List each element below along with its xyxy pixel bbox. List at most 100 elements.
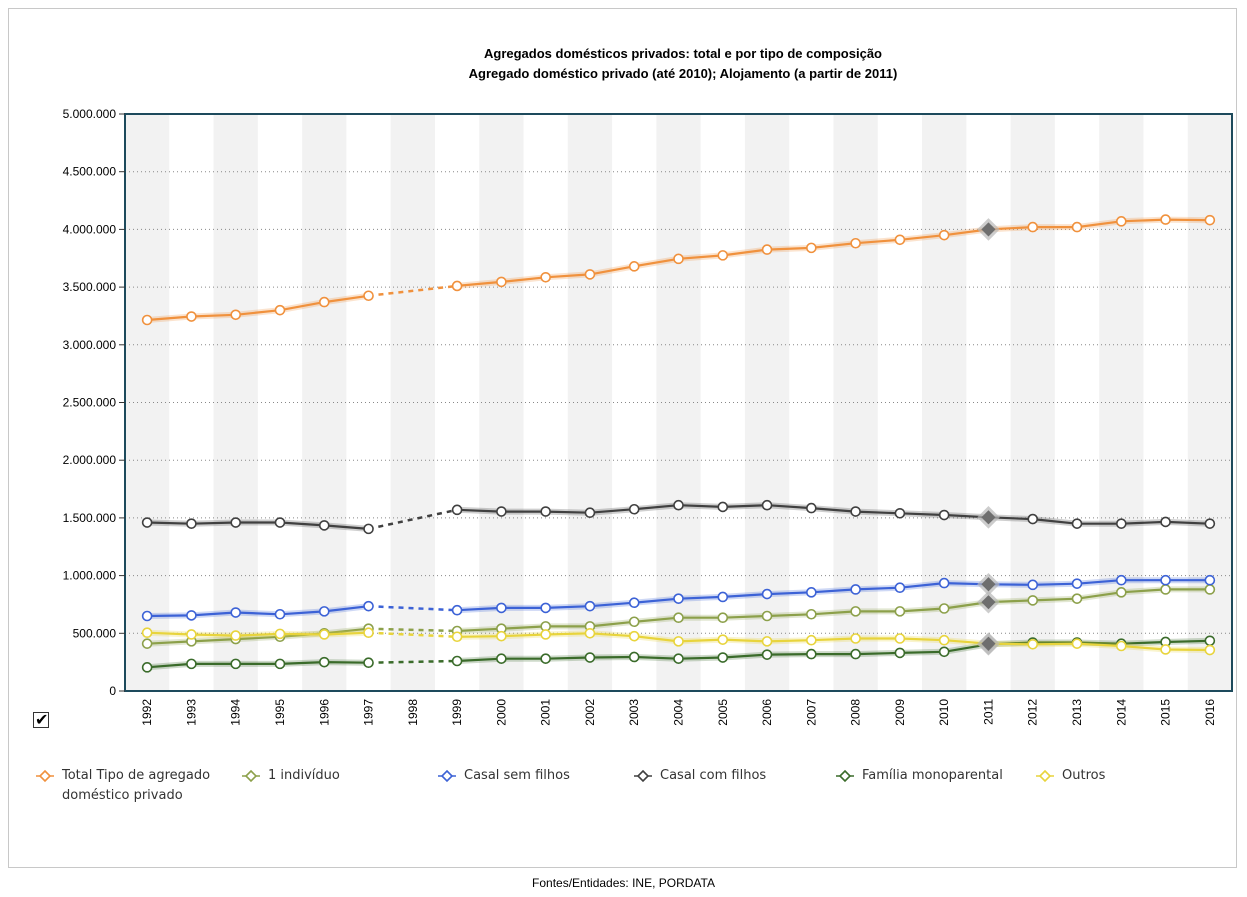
data-point[interactable]: [1116, 587, 1127, 598]
data-point[interactable]: [1160, 574, 1171, 586]
data-point[interactable]: [584, 652, 596, 663]
break-marker[interactable]: [981, 510, 996, 525]
data-point[interactable]: [496, 630, 507, 642]
data-point[interactable]: [1071, 221, 1083, 233]
data-point[interactable]: [806, 587, 817, 598]
data-point[interactable]: [1160, 584, 1171, 595]
legend-item[interactable]: Casal com filhos: [634, 766, 814, 786]
data-point[interactable]: [451, 631, 463, 643]
legend-item[interactable]: Total Tipo de agregado doméstico privado: [36, 766, 236, 806]
data-point[interactable]: [540, 271, 551, 283]
legend-item[interactable]: 1 indivíduo: [242, 766, 422, 786]
data-point[interactable]: [141, 517, 153, 528]
data-point[interactable]: [717, 652, 729, 663]
data-point[interactable]: [274, 608, 286, 620]
data-point[interactable]: [717, 634, 729, 645]
legend-item[interactable]: Família monoparental: [836, 766, 1006, 786]
data-point[interactable]: [1116, 518, 1127, 529]
data-point[interactable]: [938, 634, 950, 646]
data-point[interactable]: [894, 234, 906, 246]
data-point[interactable]: [1204, 584, 1216, 595]
data-point[interactable]: [186, 518, 197, 529]
data-point[interactable]: [938, 577, 950, 589]
data-point[interactable]: [230, 607, 241, 618]
data-point[interactable]: [938, 603, 950, 614]
data-point[interactable]: [761, 610, 773, 622]
data-point[interactable]: [584, 600, 596, 612]
data-point[interactable]: [850, 584, 861, 595]
data-point[interactable]: [451, 655, 463, 667]
data-point[interactable]: [540, 653, 551, 664]
data-point[interactable]: [1071, 593, 1083, 604]
data-point[interactable]: [938, 509, 950, 521]
data-point[interactable]: [761, 244, 773, 255]
data-point[interactable]: [230, 630, 241, 641]
data-point[interactable]: [894, 606, 906, 617]
data-point[interactable]: [540, 629, 551, 640]
data-point[interactable]: [274, 628, 286, 640]
data-point[interactable]: [894, 633, 906, 644]
data-point[interactable]: [717, 501, 729, 513]
data-point[interactable]: [274, 304, 286, 316]
data-point[interactable]: [318, 606, 330, 617]
data-point[interactable]: [230, 517, 241, 528]
data-point[interactable]: [363, 657, 374, 669]
data-point[interactable]: [894, 582, 906, 594]
data-point[interactable]: [363, 290, 374, 302]
data-point[interactable]: [1204, 214, 1216, 226]
data-point[interactable]: [1204, 518, 1216, 529]
data-point[interactable]: [274, 658, 286, 670]
data-point[interactable]: [1071, 518, 1083, 529]
data-point[interactable]: [673, 636, 684, 647]
data-point[interactable]: [1071, 638, 1083, 649]
data-point[interactable]: [1027, 513, 1039, 525]
data-point[interactable]: [1204, 635, 1216, 647]
data-point[interactable]: [628, 651, 640, 663]
data-point[interactable]: [628, 616, 640, 628]
data-point[interactable]: [850, 237, 861, 249]
data-point[interactable]: [141, 627, 153, 639]
data-point[interactable]: [230, 309, 241, 321]
data-point[interactable]: [1027, 638, 1039, 650]
data-point[interactable]: [186, 610, 197, 621]
break-marker[interactable]: [981, 222, 996, 237]
data-point[interactable]: [1160, 214, 1171, 225]
data-point[interactable]: [761, 588, 773, 600]
data-point[interactable]: [894, 507, 906, 519]
data-point[interactable]: [806, 502, 817, 514]
data-point[interactable]: [141, 610, 153, 622]
data-point[interactable]: [717, 591, 729, 603]
data-point[interactable]: [1116, 216, 1127, 227]
data-point[interactable]: [363, 600, 374, 612]
data-point[interactable]: [806, 242, 817, 254]
data-point[interactable]: [1027, 579, 1039, 591]
data-point[interactable]: [1204, 644, 1216, 656]
data-point[interactable]: [1027, 221, 1039, 233]
data-point[interactable]: [938, 229, 950, 241]
data-point[interactable]: [318, 656, 330, 668]
data-point[interactable]: [540, 602, 551, 614]
data-point[interactable]: [451, 504, 463, 516]
data-point[interactable]: [850, 648, 861, 660]
toggle-checkbox[interactable]: ✔: [33, 710, 49, 729]
data-point[interactable]: [938, 646, 950, 658]
data-point[interactable]: [1160, 516, 1171, 528]
data-point[interactable]: [673, 499, 684, 511]
data-point[interactable]: [141, 314, 153, 326]
break-marker[interactable]: [981, 595, 996, 610]
data-point[interactable]: [186, 629, 197, 640]
data-point[interactable]: [673, 253, 684, 265]
data-point[interactable]: [363, 627, 374, 639]
data-point[interactable]: [1116, 574, 1127, 586]
data-point[interactable]: [451, 280, 463, 292]
data-point[interactable]: [141, 662, 153, 673]
break-marker[interactable]: [981, 636, 996, 651]
data-point[interactable]: [496, 653, 507, 664]
data-point[interactable]: [141, 638, 153, 649]
data-point[interactable]: [1071, 578, 1083, 589]
data-point[interactable]: [496, 602, 507, 614]
legend-item[interactable]: Casal sem filhos: [438, 766, 618, 786]
data-point[interactable]: [806, 608, 817, 620]
data-point[interactable]: [850, 633, 861, 644]
data-point[interactable]: [274, 517, 286, 528]
